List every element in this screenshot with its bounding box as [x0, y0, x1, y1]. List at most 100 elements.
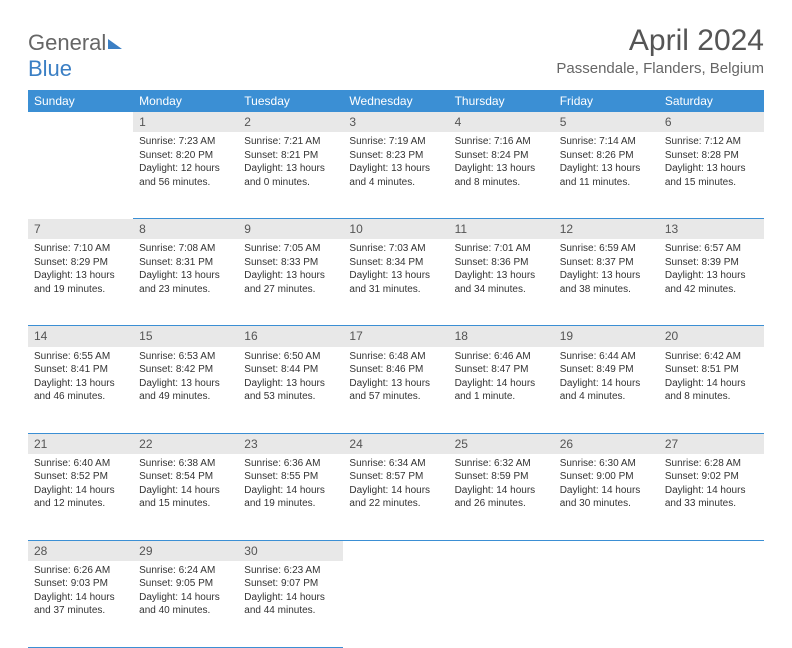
day-number: 6	[659, 112, 764, 132]
day-number: 27	[659, 433, 764, 454]
day-cell: Sunrise: 7:03 AMSunset: 8:34 PMDaylight:…	[343, 239, 448, 326]
day-details: Sunrise: 7:14 AMSunset: 8:26 PMDaylight:…	[554, 132, 659, 195]
sunset-text: Sunset: 8:24 PM	[455, 149, 548, 163]
day-details: Sunrise: 6:30 AMSunset: 9:00 PMDaylight:…	[554, 454, 659, 517]
sunrise-text: Sunrise: 6:38 AM	[139, 457, 232, 471]
day-number: 12	[554, 219, 659, 240]
day-cell	[449, 561, 554, 648]
daylight-text: Daylight: 13 hours	[665, 162, 758, 176]
daylight-text: and 44 minutes.	[244, 604, 337, 618]
day-number: 24	[343, 433, 448, 454]
logo-part1: General	[28, 30, 106, 55]
sunset-text: Sunset: 8:49 PM	[560, 363, 653, 377]
day-details: Sunrise: 6:32 AMSunset: 8:59 PMDaylight:…	[449, 454, 554, 517]
day-number	[659, 540, 764, 561]
day-cell: Sunrise: 6:59 AMSunset: 8:37 PMDaylight:…	[554, 239, 659, 326]
sunset-text: Sunset: 8:39 PM	[665, 256, 758, 270]
logo-text: General Blue	[28, 30, 122, 82]
sunrise-text: Sunrise: 6:24 AM	[139, 564, 232, 578]
day-number: 13	[659, 219, 764, 240]
day-details: Sunrise: 7:23 AMSunset: 8:20 PMDaylight:…	[133, 132, 238, 195]
day-cell: Sunrise: 7:14 AMSunset: 8:26 PMDaylight:…	[554, 132, 659, 219]
day-content-row: Sunrise: 6:55 AMSunset: 8:41 PMDaylight:…	[28, 347, 764, 434]
day-cell: Sunrise: 6:50 AMSunset: 8:44 PMDaylight:…	[238, 347, 343, 434]
daylight-text: and 4 minutes.	[560, 390, 653, 404]
day-cell: Sunrise: 6:23 AMSunset: 9:07 PMDaylight:…	[238, 561, 343, 648]
sunset-text: Sunset: 8:55 PM	[244, 470, 337, 484]
daylight-text: and 1 minute.	[455, 390, 548, 404]
daylight-text: and 49 minutes.	[139, 390, 232, 404]
daylight-text: and 37 minutes.	[34, 604, 127, 618]
day-cell: Sunrise: 6:44 AMSunset: 8:49 PMDaylight:…	[554, 347, 659, 434]
day-cell	[554, 561, 659, 648]
day-number: 1	[133, 112, 238, 132]
weekday-header: Monday	[133, 90, 238, 112]
daylight-text: Daylight: 13 hours	[349, 377, 442, 391]
daylight-text: and 19 minutes.	[244, 497, 337, 511]
sunset-text: Sunset: 8:52 PM	[34, 470, 127, 484]
sunset-text: Sunset: 9:02 PM	[665, 470, 758, 484]
day-cell: Sunrise: 7:01 AMSunset: 8:36 PMDaylight:…	[449, 239, 554, 326]
day-cell: Sunrise: 6:48 AMSunset: 8:46 PMDaylight:…	[343, 347, 448, 434]
day-number: 3	[343, 112, 448, 132]
daylight-text: and 11 minutes.	[560, 176, 653, 190]
day-content-row: Sunrise: 7:23 AMSunset: 8:20 PMDaylight:…	[28, 132, 764, 219]
sunrise-text: Sunrise: 6:50 AM	[244, 350, 337, 364]
day-number: 11	[449, 219, 554, 240]
day-cell: Sunrise: 7:10 AMSunset: 8:29 PMDaylight:…	[28, 239, 133, 326]
day-content-row: Sunrise: 6:26 AMSunset: 9:03 PMDaylight:…	[28, 561, 764, 648]
daylight-text: Daylight: 14 hours	[665, 377, 758, 391]
day-number-row: 21222324252627	[28, 433, 764, 454]
sunset-text: Sunset: 8:29 PM	[34, 256, 127, 270]
daylight-text: Daylight: 13 hours	[349, 162, 442, 176]
sunset-text: Sunset: 8:59 PM	[455, 470, 548, 484]
sunrise-text: Sunrise: 6:28 AM	[665, 457, 758, 471]
daylight-text: Daylight: 13 hours	[244, 377, 337, 391]
sunrise-text: Sunrise: 6:32 AM	[455, 457, 548, 471]
day-details: Sunrise: 7:01 AMSunset: 8:36 PMDaylight:…	[449, 239, 554, 302]
sunset-text: Sunset: 8:46 PM	[349, 363, 442, 377]
day-number: 10	[343, 219, 448, 240]
day-cell: Sunrise: 6:46 AMSunset: 8:47 PMDaylight:…	[449, 347, 554, 434]
day-number: 30	[238, 540, 343, 561]
weekday-header: Sunday	[28, 90, 133, 112]
day-number	[554, 540, 659, 561]
day-cell	[28, 132, 133, 219]
sunset-text: Sunset: 9:07 PM	[244, 577, 337, 591]
day-cell: Sunrise: 7:16 AMSunset: 8:24 PMDaylight:…	[449, 132, 554, 219]
sunset-text: Sunset: 8:36 PM	[455, 256, 548, 270]
daylight-text: and 19 minutes.	[34, 283, 127, 297]
daylight-text: Daylight: 14 hours	[139, 591, 232, 605]
day-details: Sunrise: 6:36 AMSunset: 8:55 PMDaylight:…	[238, 454, 343, 517]
day-cell	[659, 561, 764, 648]
daylight-text: and 34 minutes.	[455, 283, 548, 297]
day-cell: Sunrise: 6:38 AMSunset: 8:54 PMDaylight:…	[133, 454, 238, 541]
day-details: Sunrise: 7:21 AMSunset: 8:21 PMDaylight:…	[238, 132, 343, 195]
day-number: 7	[28, 219, 133, 240]
day-details: Sunrise: 6:23 AMSunset: 9:07 PMDaylight:…	[238, 561, 343, 624]
daylight-text: and 8 minutes.	[665, 390, 758, 404]
daylight-text: Daylight: 13 hours	[139, 269, 232, 283]
sunset-text: Sunset: 9:00 PM	[560, 470, 653, 484]
daylight-text: Daylight: 14 hours	[665, 484, 758, 498]
sunset-text: Sunset: 9:03 PM	[34, 577, 127, 591]
day-cell: Sunrise: 6:32 AMSunset: 8:59 PMDaylight:…	[449, 454, 554, 541]
sunset-text: Sunset: 8:34 PM	[349, 256, 442, 270]
day-cell: Sunrise: 7:23 AMSunset: 8:20 PMDaylight:…	[133, 132, 238, 219]
sunrise-text: Sunrise: 6:48 AM	[349, 350, 442, 364]
sunrise-text: Sunrise: 7:19 AM	[349, 135, 442, 149]
logo-part2: Blue	[28, 56, 72, 81]
day-details: Sunrise: 7:19 AMSunset: 8:23 PMDaylight:…	[343, 132, 448, 195]
sunset-text: Sunset: 8:26 PM	[560, 149, 653, 163]
day-cell: Sunrise: 6:34 AMSunset: 8:57 PMDaylight:…	[343, 454, 448, 541]
day-details: Sunrise: 7:03 AMSunset: 8:34 PMDaylight:…	[343, 239, 448, 302]
day-cell: Sunrise: 6:24 AMSunset: 9:05 PMDaylight:…	[133, 561, 238, 648]
sunrise-text: Sunrise: 7:10 AM	[34, 242, 127, 256]
daylight-text: and 15 minutes.	[139, 497, 232, 511]
day-cell: Sunrise: 6:36 AMSunset: 8:55 PMDaylight:…	[238, 454, 343, 541]
daylight-text: Daylight: 14 hours	[34, 484, 127, 498]
sunset-text: Sunset: 8:37 PM	[560, 256, 653, 270]
sunset-text: Sunset: 8:57 PM	[349, 470, 442, 484]
sunrise-text: Sunrise: 7:12 AM	[665, 135, 758, 149]
day-number: 25	[449, 433, 554, 454]
